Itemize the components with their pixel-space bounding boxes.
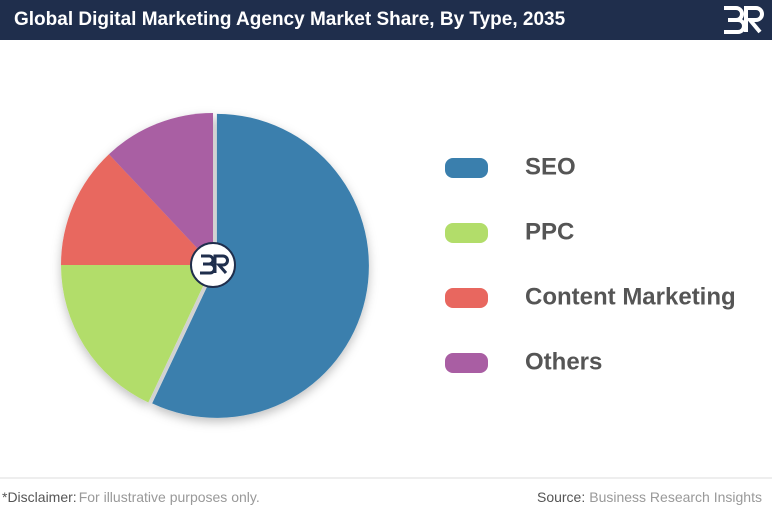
header-logo [724, 6, 764, 34]
footer-disclaimer: *Disclaimer: For illustrative purposes on… [2, 489, 260, 505]
pie-slice [61, 154, 213, 265]
legend-swatch [445, 288, 488, 308]
source-label: Source: [537, 489, 585, 505]
legend: SEO PPC Content Marketing Others [445, 153, 736, 375]
legend-swatch [445, 158, 488, 178]
legend-label: Content Marketing [525, 283, 736, 310]
center-logo [190, 242, 236, 288]
disclaimer-text: For illustrative purposes only. [79, 489, 260, 505]
pie-slice [152, 113, 369, 418]
legend-label: PPC [525, 218, 574, 245]
legend-label: SEO [525, 153, 576, 180]
legend-swatch [445, 223, 488, 243]
pie-slice [108, 113, 213, 265]
legend-swatch [445, 353, 488, 373]
header-bar [0, 0, 772, 40]
header-title: Global Digital Marketing Agency Market S… [14, 9, 566, 30]
pie-slice [60, 265, 213, 403]
footer-source: Source: Business Research Insights [537, 489, 762, 505]
legend-label: Others [525, 348, 602, 375]
source-text: Business Research Insights [589, 489, 762, 505]
disclaimer-label: *Disclaimer: [2, 489, 77, 505]
pie [60, 113, 369, 418]
